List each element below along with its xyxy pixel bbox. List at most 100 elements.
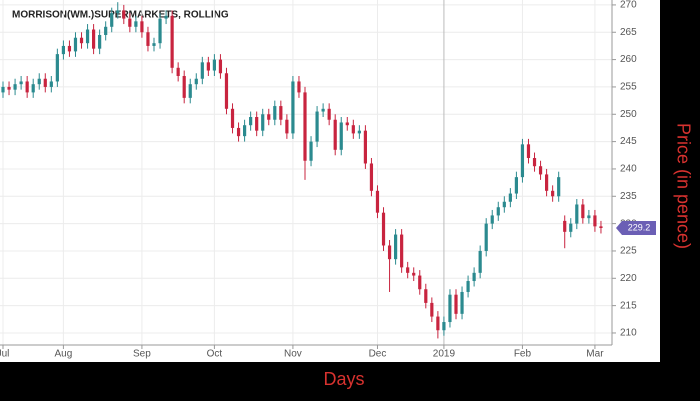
candle-body <box>188 84 192 98</box>
x-axis-title: Days <box>323 369 364 389</box>
y-tick-label: 210 <box>620 328 637 339</box>
candle-body <box>387 245 392 260</box>
candle-body <box>400 234 404 268</box>
candle-body <box>363 130 367 164</box>
candle-body <box>454 294 458 314</box>
candle-body <box>224 73 229 109</box>
candle-body <box>128 18 132 27</box>
candle-body <box>19 81 23 85</box>
candle-body <box>110 13 114 27</box>
y-tick-label: 255 <box>620 82 637 93</box>
candle-body <box>321 108 325 112</box>
chart-title: MORRISON(WM.)SUPERMARKETS, ROLLING <box>12 10 229 21</box>
candle-body <box>303 92 307 161</box>
candle-body <box>25 81 29 93</box>
y-tick-label: 270 <box>620 0 637 11</box>
y-tick-label: 215 <box>620 300 637 311</box>
candle-body <box>122 10 126 19</box>
candle-body <box>563 220 567 232</box>
x-tick-label: Mar <box>586 349 604 360</box>
candle-body <box>85 29 90 44</box>
x-tick-label: Oct <box>207 349 223 360</box>
candle-body <box>261 114 265 131</box>
candle-body <box>478 250 482 273</box>
candle-body <box>599 226 603 228</box>
candle-body <box>7 86 11 90</box>
x-tick-label: Nov <box>284 349 302 360</box>
x-tick-label: Dec <box>369 349 387 360</box>
candle-body <box>448 294 452 323</box>
candle-body <box>581 204 585 219</box>
candle-body <box>466 281 470 292</box>
candle-body <box>375 190 380 213</box>
y-tick-label: 260 <box>620 54 637 65</box>
candle-body <box>140 21 144 33</box>
candle-body <box>406 267 410 273</box>
candle-body <box>381 212 386 246</box>
candle-body <box>218 59 223 74</box>
candle-body <box>369 163 374 191</box>
candle-body <box>267 114 271 120</box>
candle-body <box>587 215 591 219</box>
plot-background <box>0 0 660 362</box>
candle-body <box>490 215 494 224</box>
candle-body <box>164 15 168 19</box>
y-tick-label: 245 <box>620 136 637 147</box>
candle-body <box>279 106 283 120</box>
candle-body <box>532 158 537 167</box>
candle-body <box>13 84 17 90</box>
y-tick-label: 220 <box>620 273 637 284</box>
candle-body <box>418 275 422 290</box>
candle-body <box>502 201 506 208</box>
candle-body <box>236 127 241 137</box>
candle-body <box>327 108 331 120</box>
candle-body <box>593 215 597 227</box>
candle-body <box>182 75 186 98</box>
candle-body <box>291 81 295 134</box>
x-tick-label: Feb <box>514 349 532 360</box>
candle-body <box>345 122 349 126</box>
candle-body <box>297 81 301 93</box>
candle-body <box>557 177 561 197</box>
y-tick-label: 265 <box>620 27 637 38</box>
candle-body <box>357 130 361 134</box>
candle-body <box>538 166 543 175</box>
candle-body <box>134 21 138 27</box>
candle-body <box>104 26 108 35</box>
last-price-tag <box>616 220 656 235</box>
candle-body <box>545 174 549 191</box>
candle-body <box>551 190 555 197</box>
y-tick-label: 225 <box>620 246 637 257</box>
y-axis-title: Price (in pence) <box>673 123 693 249</box>
candle-body <box>430 302 434 317</box>
candle-body <box>37 78 41 85</box>
candle-body <box>575 204 579 224</box>
candle-body <box>412 272 416 276</box>
candle-body <box>333 119 337 150</box>
candle-body <box>472 272 476 282</box>
candle-body <box>514 177 518 194</box>
candle-body <box>61 45 65 55</box>
candle-body <box>73 37 78 52</box>
candle-body <box>255 117 259 131</box>
x-tick-label: Aug <box>55 349 73 360</box>
candle-body <box>424 289 428 303</box>
candle-body <box>212 59 216 71</box>
candle-body <box>442 322 446 331</box>
y-tick-label: 235 <box>620 191 637 202</box>
candle-body <box>146 32 150 46</box>
candle-body <box>152 43 156 46</box>
candle-body <box>49 81 53 87</box>
candle-body <box>92 29 96 49</box>
candle-body <box>43 78 47 87</box>
candle-body <box>31 84 35 93</box>
candle-body <box>170 15 174 68</box>
candle-body <box>243 125 247 137</box>
candle-body <box>285 119 289 134</box>
y-tick-label: 240 <box>620 164 637 175</box>
candle-body <box>176 67 180 76</box>
candle-body <box>339 122 343 150</box>
candle-body <box>484 223 488 251</box>
